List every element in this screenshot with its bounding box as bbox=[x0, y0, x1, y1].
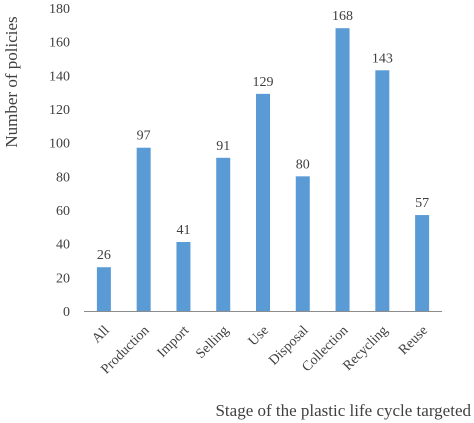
data-label: 41 bbox=[176, 223, 190, 238]
data-label: 57 bbox=[415, 196, 429, 211]
y-axis-ticks: 0 20 40 60 80 100 120 140 160 180 bbox=[49, 2, 70, 320]
y-tick-label: 80 bbox=[56, 170, 70, 185]
bar bbox=[256, 93, 270, 311]
bar bbox=[136, 147, 151, 311]
y-tick-label: 180 bbox=[49, 2, 70, 17]
y-tick-label: 120 bbox=[49, 103, 70, 118]
bar bbox=[335, 28, 350, 311]
data-label: 97 bbox=[137, 129, 151, 144]
bar bbox=[375, 70, 390, 312]
data-label: 91 bbox=[216, 139, 230, 154]
data-label: 80 bbox=[296, 157, 310, 172]
data-label: 129 bbox=[253, 75, 274, 90]
y-tick-label: 140 bbox=[49, 69, 70, 84]
y-axis-title: Number of policies bbox=[2, 16, 21, 147]
x-tick-label: Import bbox=[155, 323, 193, 361]
data-label: 168 bbox=[332, 9, 353, 24]
x-axis-title: Stage of the plastic life cycle targeted bbox=[215, 401, 471, 420]
y-tick-label: 0 bbox=[63, 305, 70, 320]
y-tick-label: 60 bbox=[56, 204, 70, 219]
data-label: 143 bbox=[372, 51, 393, 66]
y-tick-label: 40 bbox=[56, 238, 70, 253]
x-tick-label: All bbox=[89, 323, 112, 346]
y-tick-label: 100 bbox=[49, 137, 70, 152]
x-tick-label: Reuse bbox=[396, 323, 431, 358]
bars bbox=[96, 28, 430, 312]
bar bbox=[176, 241, 191, 311]
bar bbox=[415, 215, 430, 311]
bar bbox=[295, 176, 310, 311]
x-tick-label: Selling bbox=[193, 323, 232, 362]
y-tick-label: 160 bbox=[49, 36, 70, 51]
data-labels: 26 97 41 91 129 80 168 143 57 bbox=[97, 9, 429, 263]
data-label: 26 bbox=[97, 248, 111, 263]
bar bbox=[216, 157, 231, 311]
y-tick-label: 20 bbox=[56, 271, 70, 286]
x-tick-label: Use bbox=[246, 323, 272, 349]
bar bbox=[96, 267, 111, 311]
